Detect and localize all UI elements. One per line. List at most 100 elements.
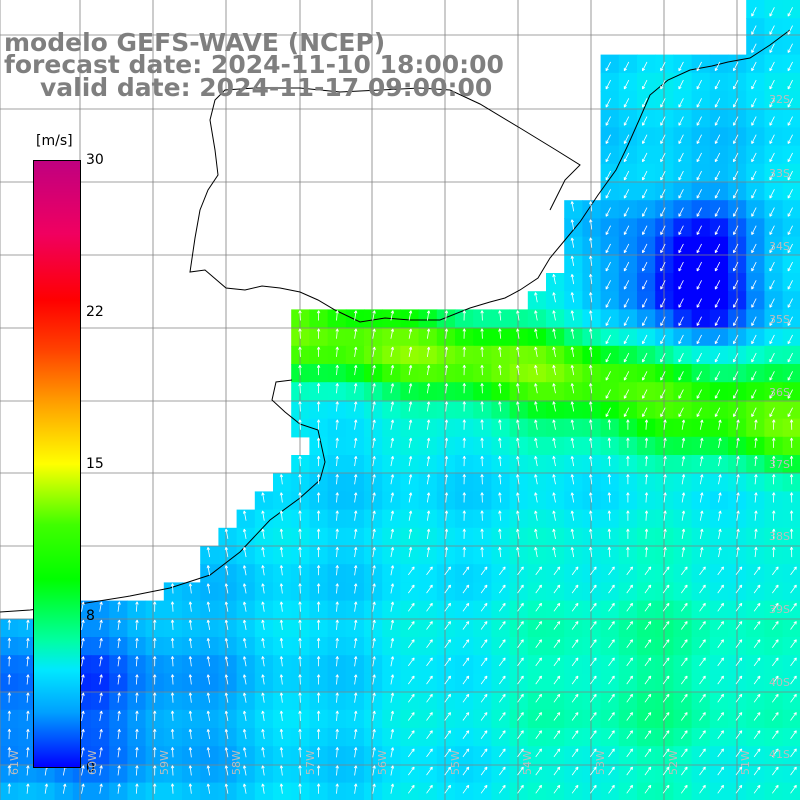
wind-arrow [605,98,611,108]
wind-cell [764,218,784,238]
wind-cell [509,564,529,583]
wind-arrow [26,765,30,776]
wind-arrow [787,298,793,308]
lon-label: 52W [667,750,680,775]
wind-cell [782,436,800,456]
wind-arrow [644,566,652,576]
wind-arrow [81,601,85,612]
wind-arrow [316,401,321,412]
wind-arrow [426,693,433,703]
wind-arrow [372,364,376,376]
wind-arrow [7,783,12,794]
wind-arrow [678,207,684,217]
wind-arrow [753,566,761,576]
colorbar [33,160,81,768]
wind-arrow [462,730,470,739]
wind-arrow [353,401,358,412]
wind-arrow [517,621,524,630]
wind-arrow [408,621,415,630]
wind-arrow [188,747,193,758]
wind-arrow [735,584,743,594]
wind-cell [618,327,638,347]
wind-arrow [623,334,630,345]
wind-arrow [787,134,793,144]
wind-arrow [735,748,743,758]
wind-arrow [462,602,470,612]
wind-arrow [644,766,652,776]
wind-cell [673,291,693,310]
wind-arrow [480,675,488,685]
wind-arrow [444,364,449,376]
wind-arrow [736,437,740,448]
wind-arrow [81,747,85,758]
wind-arrow [372,328,376,339]
wind-arrow [261,619,265,630]
wind-cell [600,364,620,383]
wind-arrow [589,437,593,448]
wind-arrow [99,601,103,612]
wind-arrow [353,710,358,721]
wind-cell [655,691,674,711]
wind-arrow [626,621,633,630]
wind-arrow [608,657,615,667]
wind-cell [746,655,765,674]
wind-arrow [462,474,466,485]
wind-arrow [733,116,739,126]
wind-arrow [626,528,630,539]
wind-arrow [444,621,451,630]
wind-cell [491,564,511,583]
wind-cell [637,127,656,147]
wind-arrow [534,365,538,376]
wind-arrow [298,419,302,430]
wind-arrow [772,712,779,721]
wind-arrow [498,383,502,394]
wind-cell [691,54,711,74]
wind-arrow [444,328,449,339]
wind-arrow [607,546,612,558]
wind-arrow [589,292,593,303]
colorbar-tick-8: 8 [86,608,95,624]
wind-cell [673,764,693,784]
wind-arrow [662,730,670,739]
wind-arrow [206,619,211,630]
wind-cell [618,291,638,310]
wind-arrow [517,657,524,667]
wind-arrow [772,528,776,539]
wind-arrow [535,675,542,685]
wind-arrow [733,243,739,254]
wind-arrow [681,675,688,685]
wind-arrow [718,437,722,448]
wind-arrow [462,528,466,539]
wind-cell [746,382,765,401]
wind-arrow [570,219,575,230]
wind-arrow [242,692,247,703]
wind-arrow [623,61,630,72]
wind-arrow [498,528,502,539]
wind-arrow [242,619,247,630]
wind-arrow [699,566,706,576]
wind-arrow [335,528,339,539]
wind-cell [728,364,747,383]
wind-arrow [571,784,579,794]
wind-arrow [335,328,339,339]
wind-arrow [206,783,211,794]
wind-arrow [408,675,415,685]
wind-arrow [517,730,524,739]
wind-arrow [570,510,575,521]
wind-cell [436,691,456,711]
wind-arrow [316,565,321,576]
wind-arrow [224,656,229,667]
wind-cell [564,709,583,729]
wind-arrow [353,747,358,758]
wind-arrow [553,748,561,758]
wind-cell [709,400,729,420]
wind-arrow [390,437,395,448]
wind-arrow [499,621,506,630]
wind-cell [655,345,674,365]
wind-arrow [772,437,776,448]
wind-cell [618,691,638,711]
wind-arrow [660,389,666,399]
wind-arrow [408,766,415,776]
wind-arrow [735,639,743,648]
wind-cell [637,218,656,238]
